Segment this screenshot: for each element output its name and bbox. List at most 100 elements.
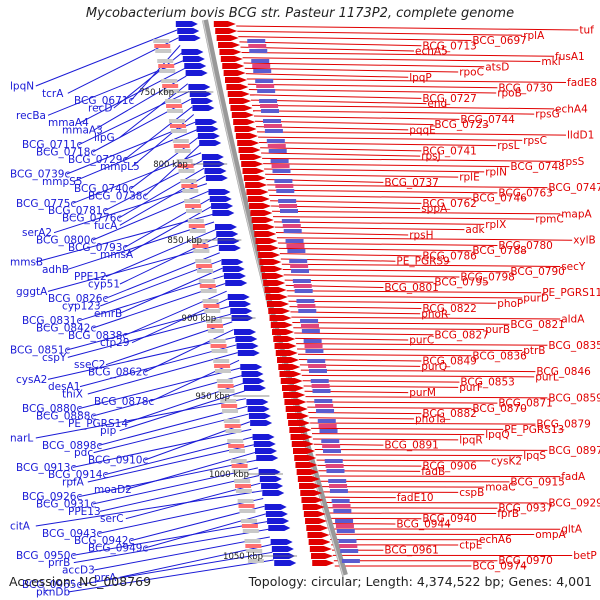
- leader-line: [78, 551, 273, 586]
- content-bar-right: [325, 464, 344, 468]
- content-bar-left: [198, 279, 215, 283]
- gene-label-right: fadE8: [567, 77, 597, 89]
- content-bar-right: [275, 184, 294, 188]
- content-bar-right: [294, 289, 313, 293]
- leader-line: [321, 486, 485, 488]
- leader-line: [67, 313, 231, 358]
- leader-line: [251, 104, 555, 110]
- gene-label-left: prrB: [48, 557, 70, 569]
- gene-label-right: BCG_0821: [510, 319, 564, 331]
- gene-label-right: BCG_0780: [498, 240, 552, 252]
- content-bar-left: [178, 169, 195, 173]
- forward-feature-arrow: [306, 525, 329, 531]
- gene-label-left: cspY: [42, 352, 67, 364]
- content-bar-right: [312, 389, 331, 393]
- gene-label-left: PE_PGRS14: [68, 418, 128, 430]
- forward-feature-arrow: [241, 161, 264, 167]
- reverse-feature-arrow: [199, 140, 222, 146]
- reverse-feature-arrow: [246, 399, 269, 405]
- leader-line: [240, 46, 415, 52]
- content-bar-left: [206, 324, 223, 328]
- leader-line: [310, 422, 536, 425]
- gene-label-right: BCG_0836: [472, 350, 527, 362]
- content-bar-right: [338, 539, 357, 543]
- gene-label-right: secY: [561, 261, 586, 273]
- leader-line: [125, 451, 256, 490]
- leader-line: [100, 259, 222, 307]
- gene-label-left: BCG_0711c: [22, 139, 82, 151]
- gene-label-left: pip: [100, 425, 117, 437]
- leader-line: [72, 521, 268, 556]
- gene-label-left: BCG_0862c: [88, 367, 148, 379]
- forward-feature-arrow: [279, 371, 302, 377]
- gene-label-right: moaC: [485, 482, 515, 494]
- gene-label-left: BCG_0740c: [74, 183, 134, 195]
- content-bar-left: [176, 159, 193, 163]
- forward-feature-arrow: [286, 413, 309, 419]
- reverse-feature-arrow: [182, 56, 205, 62]
- gene-label-right: purD: [523, 293, 549, 305]
- forward-feature-arrow: [312, 560, 335, 566]
- forward-feature-arrow: [250, 210, 273, 216]
- gene-label-right: BCG_0801: [384, 282, 438, 294]
- gene-label-left: BCG_0950c: [16, 550, 76, 562]
- gene-label-right: gltA: [561, 524, 583, 536]
- leader-line: [78, 367, 241, 410]
- content-bar-left: [235, 484, 252, 488]
- reverse-feature-arrow: [229, 301, 252, 307]
- leader-line: [78, 459, 257, 498]
- leader-line: [298, 353, 472, 357]
- reverse-feature-arrow: [184, 63, 207, 69]
- content-bar-right: [268, 149, 287, 153]
- gene-label-right: BCG_0891: [384, 440, 438, 452]
- forward-feature-arrow: [270, 322, 293, 328]
- leader-line: [261, 152, 421, 157]
- map-title: Mycobacterium bovis BCG str. Pasteur 117…: [85, 6, 515, 21]
- leader-line: [306, 401, 498, 404]
- content-bar-left: [174, 149, 191, 153]
- gene-label-left: BCG_0793c: [68, 242, 128, 254]
- leader-line: [293, 327, 485, 331]
- reverse-feature-arrow: [247, 406, 270, 412]
- forward-feature-arrow: [246, 189, 269, 195]
- leader-line: [73, 129, 197, 182]
- gene-label-left: tcrA: [42, 88, 64, 100]
- gene-label-right: rpsH: [409, 229, 433, 241]
- forward-feature-arrow: [275, 350, 298, 356]
- content-bar-left: [184, 199, 201, 203]
- reverse-feature-arrow: [236, 343, 259, 349]
- leader-line: [302, 380, 460, 383]
- content-bar-right: [293, 284, 312, 288]
- content-bar-right: [335, 524, 354, 528]
- gene-label-right: mkl: [541, 56, 560, 68]
- gene-label-left: BCG_0942c: [74, 535, 134, 547]
- gene-label-left: adhB: [42, 264, 69, 276]
- reverse-feature-arrow: [195, 119, 218, 125]
- gene-label-left: sseC2: [74, 359, 105, 371]
- content-bar-left: [211, 349, 228, 353]
- content-bar-right: [305, 349, 324, 353]
- content-bar-left: [180, 179, 197, 183]
- forward-feature-arrow: [249, 203, 272, 209]
- content-bar-right: [287, 249, 306, 253]
- gene-label-right: fprB: [497, 508, 519, 520]
- forward-feature-arrow: [233, 119, 256, 125]
- reverse-feature-arrow: [221, 259, 244, 265]
- forward-feature-arrow: [258, 252, 281, 258]
- forward-feature-arrow: [254, 231, 277, 237]
- leader-line: [278, 247, 472, 252]
- gene-label-right: rpsC: [523, 135, 547, 147]
- content-bar-right: [257, 89, 276, 93]
- gene-label-right: BCG_0937: [498, 503, 552, 515]
- content-bar-left: [196, 264, 213, 268]
- leader-line: [243, 62, 485, 68]
- scale-tick-label: 750 kbp: [139, 88, 174, 98]
- leader-line: [131, 114, 195, 168]
- leader-line: [124, 106, 193, 160]
- content-bar-left: [192, 244, 209, 248]
- leader-line: [268, 189, 498, 194]
- gene-label-right: sppA: [421, 203, 448, 215]
- content-bar-left: [247, 559, 264, 563]
- leader-line: [274, 226, 465, 231]
- leader-line: [322, 496, 396, 499]
